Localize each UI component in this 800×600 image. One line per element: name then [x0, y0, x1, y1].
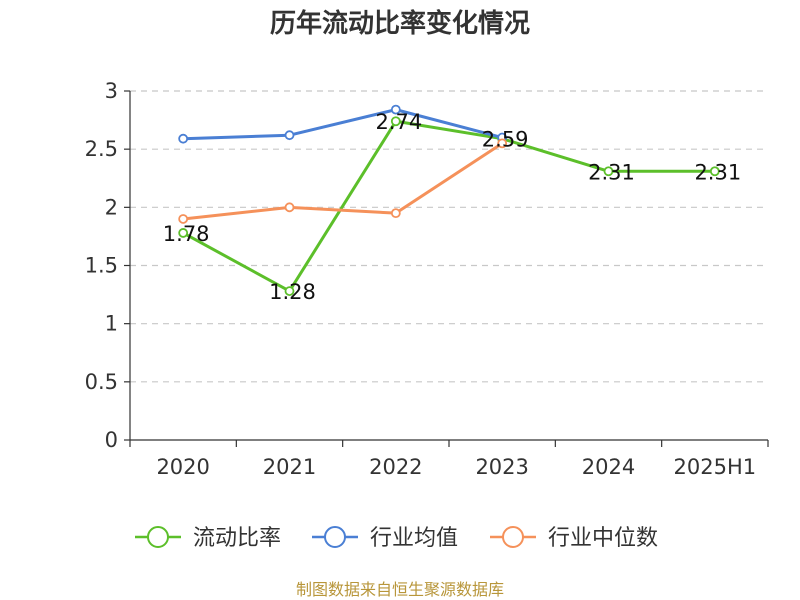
legend-marker — [147, 526, 169, 548]
data-label: 1.28 — [269, 280, 316, 304]
data-point-1 — [390, 104, 401, 115]
data-label: 2.31 — [694, 160, 741, 184]
x-tick-label: 2022 — [369, 455, 422, 479]
series-line-1 — [183, 108, 503, 141]
x-tick-label: 2021 — [263, 455, 316, 479]
data-label: 2.59 — [482, 128, 529, 152]
x-tick-label: 2024 — [582, 455, 635, 479]
x-tick-label: 2020 — [156, 455, 209, 479]
data-point-2 — [497, 138, 508, 149]
data-label: 2.31 — [588, 160, 635, 184]
y-tick-label: 0 — [105, 428, 118, 452]
x-tick-label: 2025H1 — [674, 455, 757, 479]
legend-marker — [502, 526, 524, 548]
data-label: 1.78 — [163, 222, 210, 246]
y-tick-label: 2.5 — [85, 137, 118, 161]
chart-title: 历年流动比率变化情况 — [270, 8, 530, 39]
y-tick-label: 1 — [105, 312, 118, 336]
series-line-0 — [182, 119, 715, 293]
series-line-2 — [183, 142, 503, 221]
legend-label: 行业均值 — [370, 526, 458, 551]
grid — [130, 90, 768, 383]
data-point-0 — [390, 116, 401, 127]
series-layer — [178, 104, 720, 296]
data-point-2 — [178, 214, 189, 224]
legend: 流动比率 行业均值 行业中位数 — [135, 526, 658, 551]
x-tick-label: 2023 — [475, 455, 528, 479]
data-label: 2.74 — [375, 110, 422, 134]
data-point-0 — [284, 286, 295, 296]
legend-label: 流动比率 — [193, 526, 281, 551]
data-point-0 — [178, 228, 189, 238]
legend-label: 行业中位数 — [548, 526, 658, 551]
axes: 0 0.5 1 1.5 2 2.5 3 2020 2021 2022 2023 2024 2025H1 — [85, 79, 769, 479]
y-tick-label: 1.5 — [85, 254, 118, 278]
y-tick-label: 3 — [105, 79, 118, 103]
y-tick-label: 0.5 — [85, 370, 118, 394]
data-labels: 1.78 1.28 2.74 2.59 2.31 2.31 — [163, 110, 741, 304]
data-point-1 — [284, 130, 295, 141]
source-note: 制图数据来自恒生聚源数据库 — [296, 580, 504, 599]
y-tick-label: 2 — [105, 195, 118, 219]
data-point-2 — [390, 208, 401, 219]
data-point-1 — [178, 133, 189, 144]
data-point-0 — [709, 166, 720, 177]
data-point-2 — [284, 202, 295, 213]
legend-marker — [324, 526, 346, 548]
data-point-0 — [603, 166, 614, 177]
